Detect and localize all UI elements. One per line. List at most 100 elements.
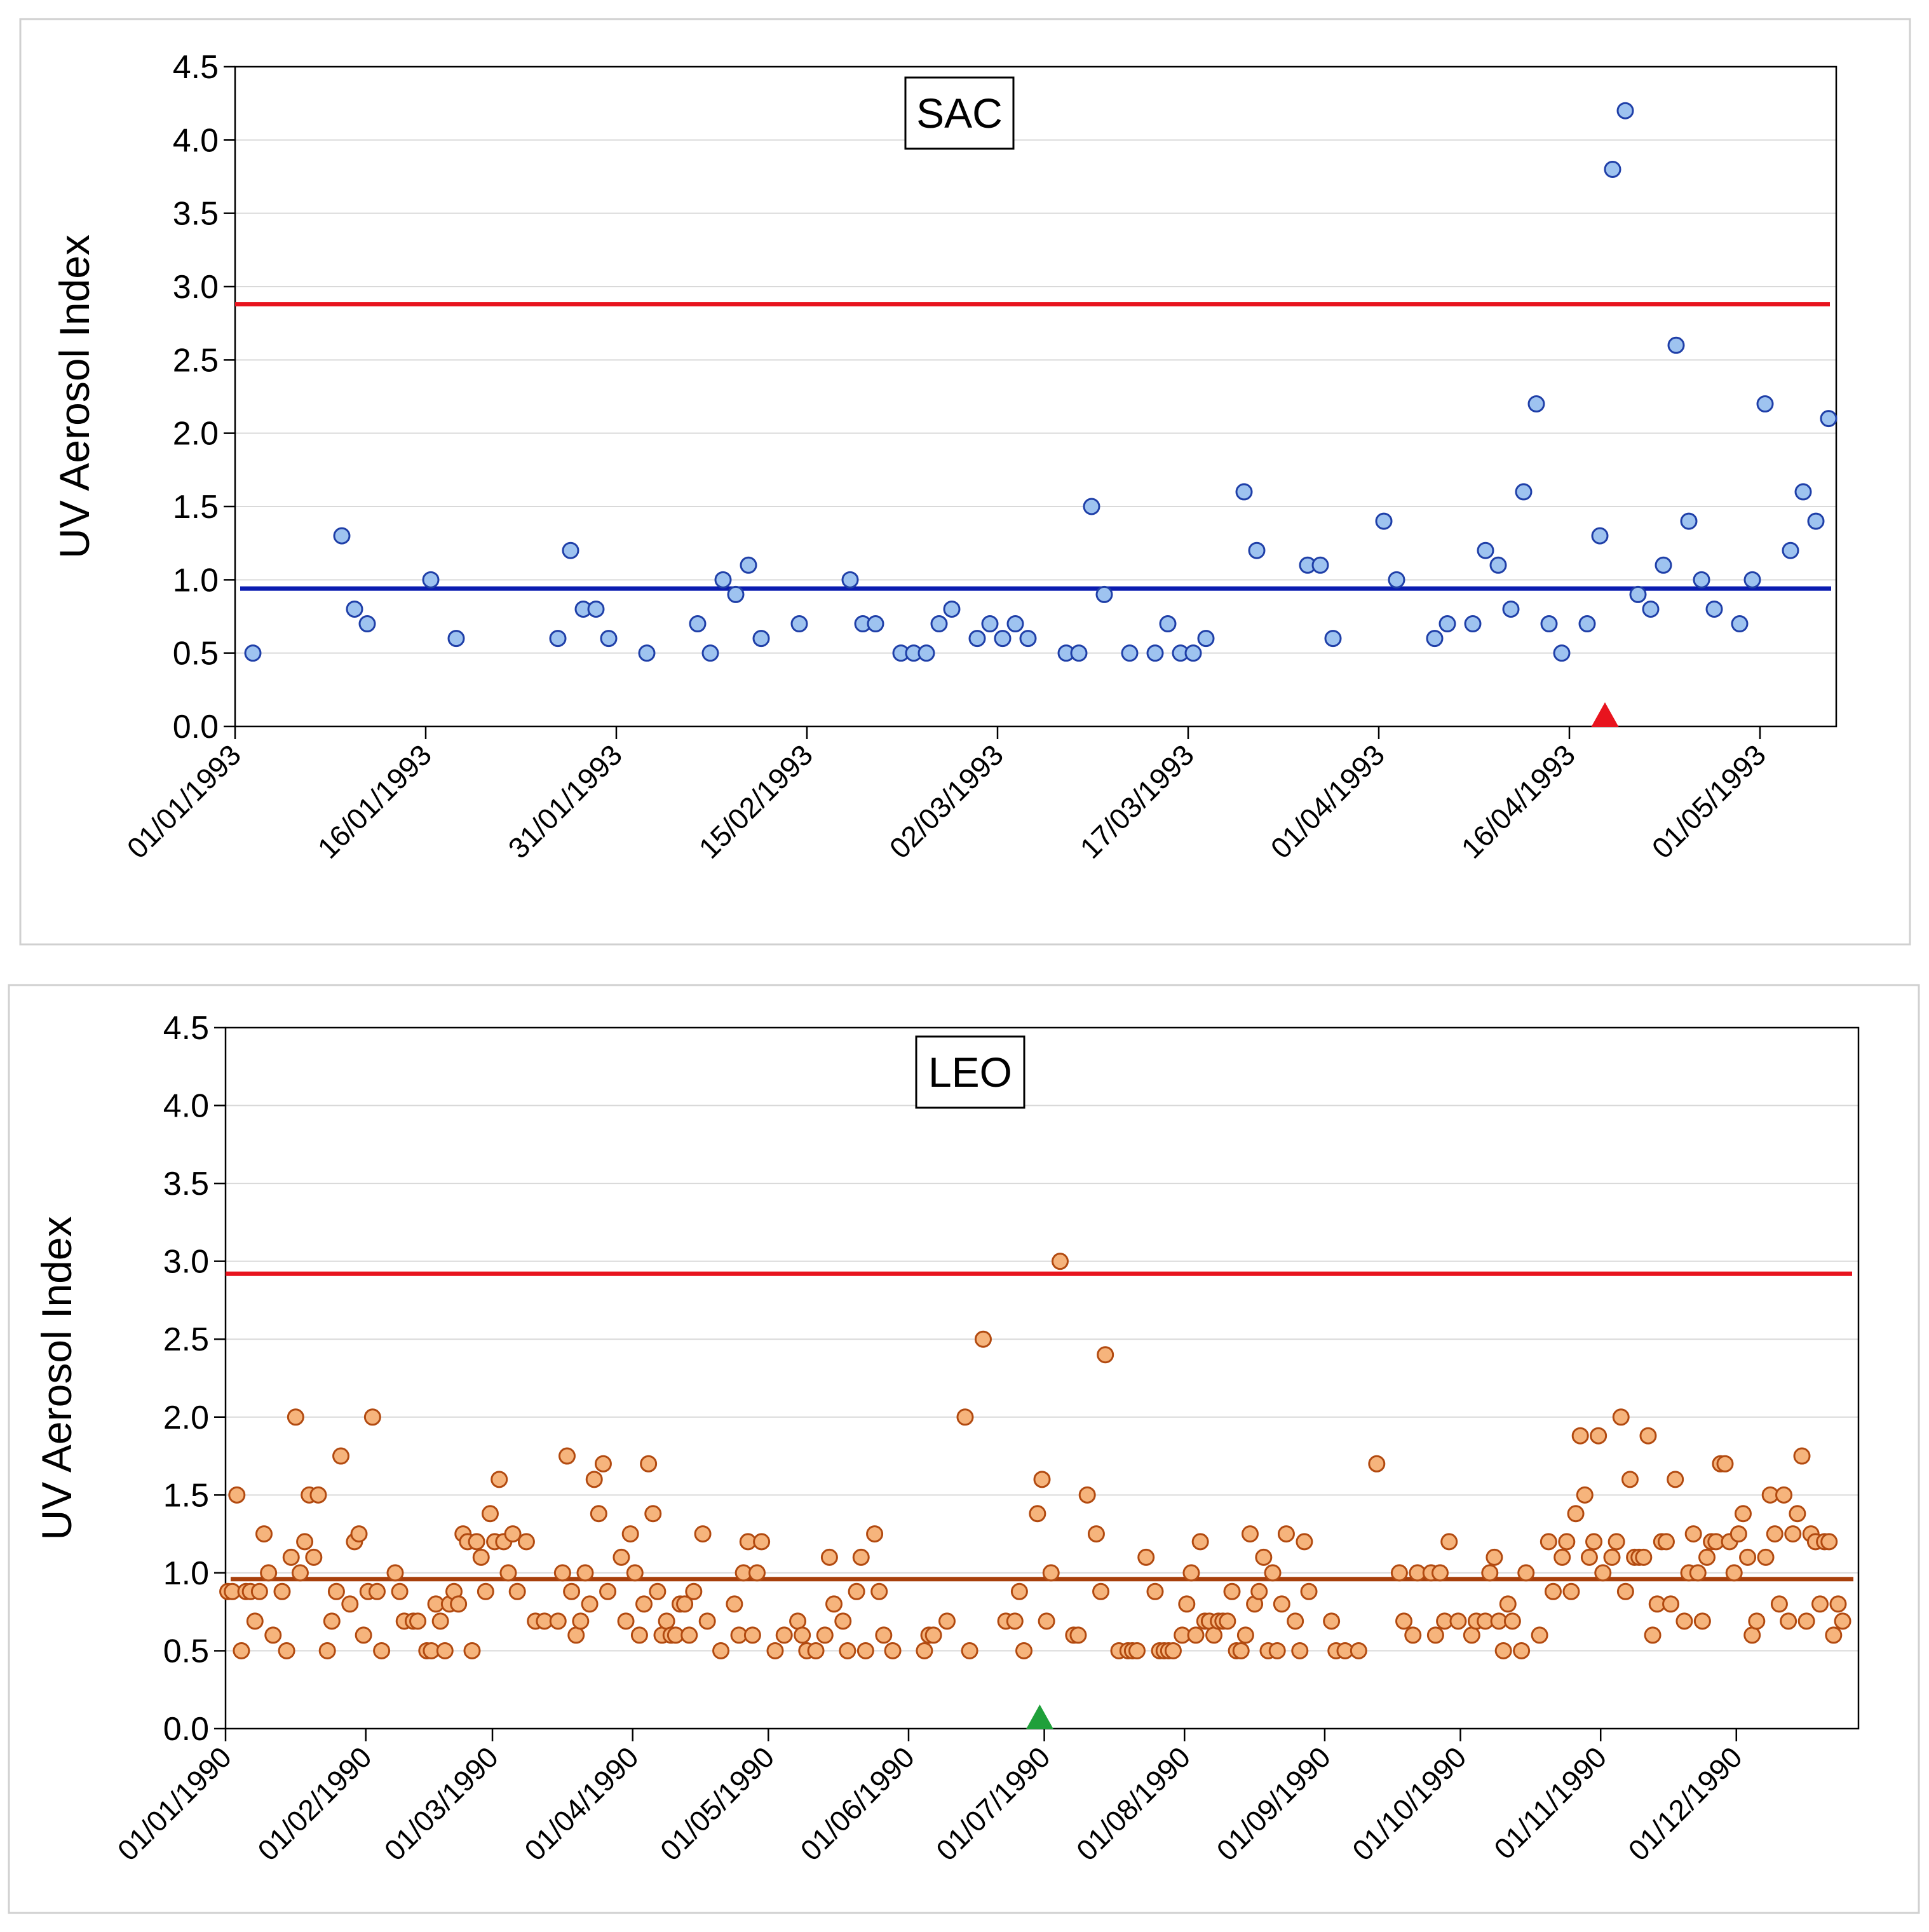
- leo-data-point: [676, 1595, 694, 1613]
- sac-y-tick-label: 0.5: [173, 636, 219, 672]
- leo-data-point: [260, 1564, 278, 1582]
- leo-data-point: [1784, 1525, 1802, 1543]
- leo-data-point: [1766, 1525, 1783, 1543]
- sac-data-point: [587, 600, 605, 618]
- sac-data-point: [1782, 541, 1799, 559]
- leo-data-point: [409, 1612, 427, 1630]
- leo-data-point: [594, 1455, 612, 1473]
- leo-data-point: [558, 1447, 576, 1465]
- sac-data-point: [1820, 410, 1838, 428]
- leo-data-point: [341, 1595, 359, 1613]
- leo-data-point: [852, 1548, 870, 1566]
- leo-data-point: [1644, 1626, 1662, 1644]
- sac-data-point: [943, 600, 961, 618]
- leo-data-point: [626, 1564, 644, 1582]
- leo-data-point: [1608, 1533, 1625, 1551]
- sac-data-point: [867, 615, 884, 633]
- leo-data-point: [694, 1525, 712, 1543]
- leo-data-point: [1635, 1548, 1653, 1566]
- leo-data-point: [753, 1533, 771, 1551]
- sac-y-tick-label: 3.5: [173, 196, 219, 233]
- sac-data-point: [1197, 630, 1215, 648]
- leo-data-point: [1291, 1642, 1309, 1659]
- leo-data-point: [323, 1612, 341, 1630]
- leo-chart-panel: 0.0 0.5 1.0 1.5 2.0 2.5 3.0 3.5 4.0 4.5 01/01/1990…: [0, 966, 1929, 1932]
- leo-data-point: [1513, 1642, 1531, 1659]
- leo-chart-frame: [8, 984, 1920, 1914]
- leo-data-point: [834, 1612, 852, 1630]
- leo-data-point: [1576, 1486, 1594, 1504]
- leo-data-point: [282, 1548, 300, 1566]
- leo-data-point: [517, 1533, 535, 1551]
- leo-y-axis-title: UV Aerosol Index: [33, 1216, 80, 1541]
- leo-title-box: [915, 1035, 1025, 1109]
- leo-data-point: [472, 1548, 490, 1566]
- leo-data-point: [1182, 1564, 1200, 1582]
- leo-data-point: [789, 1612, 807, 1630]
- leo-y-tick-label: 3.5: [163, 1166, 209, 1202]
- leo-data-point: [1590, 1427, 1608, 1445]
- sac-data-point: [1756, 395, 1774, 413]
- leo-data-point: [291, 1564, 309, 1582]
- leo-data-point: [296, 1533, 314, 1551]
- leo-data-point: [246, 1612, 264, 1630]
- sac-plot-area: [234, 65, 1838, 728]
- sac-data-point: [1794, 483, 1812, 501]
- leo-data-point: [1404, 1626, 1422, 1644]
- sac-data-point: [1693, 571, 1710, 588]
- leo-data-point: [848, 1582, 865, 1600]
- leo-data-point: [1219, 1612, 1236, 1630]
- sac-data-point: [1311, 556, 1329, 574]
- sac-data-point: [1743, 571, 1761, 588]
- leo-data-point: [1580, 1548, 1598, 1566]
- leo-data-point: [794, 1626, 811, 1644]
- leo-data-point: [1662, 1595, 1680, 1613]
- leo-data-point: [1793, 1447, 1811, 1465]
- sac-event-marker: [1591, 702, 1619, 727]
- sac-y-tick-label: 0.0: [173, 709, 219, 745]
- leo-data-point: [481, 1505, 499, 1523]
- leo-data-point: [1499, 1595, 1517, 1613]
- leo-data-point: [617, 1612, 635, 1630]
- sac-data-point: [701, 644, 719, 662]
- sac-data-point: [549, 630, 567, 648]
- leo-data-point: [816, 1626, 834, 1644]
- leo-data-point: [712, 1642, 730, 1659]
- leo-data-point: [1241, 1525, 1259, 1543]
- leo-data-point: [590, 1505, 607, 1523]
- leo-data-point: [1481, 1564, 1499, 1582]
- leo-data-point: [1757, 1548, 1775, 1566]
- leo-data-point: [309, 1486, 327, 1504]
- leo-data-point: [875, 1626, 893, 1644]
- sac-data-point: [1477, 541, 1494, 559]
- sac-data-point: [1604, 160, 1621, 178]
- sac-y-tick-label: 3.0: [173, 269, 219, 306]
- leo-data-point: [228, 1486, 246, 1504]
- sac-data-point: [1095, 585, 1113, 603]
- leo-data-point: [726, 1595, 743, 1613]
- leo-data-point: [468, 1533, 485, 1551]
- leo-data-point: [1544, 1582, 1562, 1600]
- leo-data-point: [1739, 1548, 1757, 1566]
- leo-data-point: [250, 1582, 268, 1600]
- leo-data-point: [1205, 1626, 1223, 1644]
- leo-data-point: [1770, 1595, 1788, 1613]
- sac-data-point: [1527, 395, 1545, 413]
- sac-data-point: [562, 541, 579, 559]
- sac-data-point: [1515, 483, 1533, 501]
- leo-data-point: [363, 1408, 381, 1426]
- leo-data-point: [504, 1525, 522, 1543]
- leo-data-point: [649, 1582, 667, 1600]
- sac-data-point: [1731, 615, 1749, 633]
- leo-data-point: [698, 1612, 716, 1630]
- sac-data-point: [1540, 615, 1558, 633]
- leo-data-point: [581, 1595, 599, 1613]
- leo-data-point: [477, 1582, 494, 1600]
- leo-chart: 0.00.51.01.52.02.53.03.54.04.501/01/1990…: [8, 984, 1920, 1914]
- sac-data-point: [714, 571, 732, 588]
- leo-data-point: [1087, 1525, 1105, 1543]
- leo-data-point: [450, 1595, 468, 1613]
- leo-data-point: [318, 1642, 336, 1659]
- sac-data-point: [244, 644, 262, 662]
- leo-data-point: [820, 1548, 838, 1566]
